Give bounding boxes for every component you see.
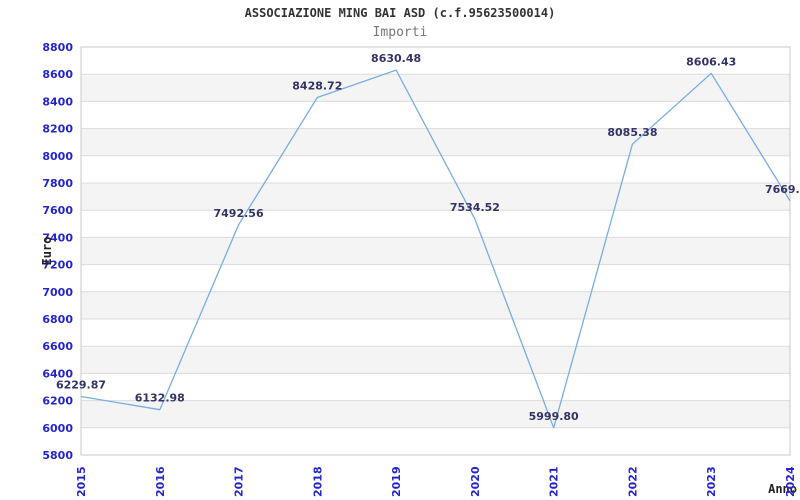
series-line — [80, 69, 791, 429]
y-tick-label: 7800 — [42, 177, 73, 190]
x-tick-label: 2020 — [469, 466, 482, 497]
chart-subtitle: Importi — [373, 25, 428, 40]
y-tick-label: 8000 — [42, 150, 73, 163]
data-label: 6229.87 — [56, 379, 106, 392]
y-tick-label: 7000 — [42, 286, 73, 299]
x-tick-label: 2024 — [784, 466, 797, 497]
data-label: 7534.52 — [450, 201, 500, 214]
x-tick-label: 2017 — [233, 466, 246, 497]
y-tick-label: 6200 — [42, 395, 73, 408]
y-tick-label: 6800 — [42, 313, 73, 326]
y-tick-label: 6000 — [42, 422, 73, 435]
x-tick-label: 2015 — [75, 466, 88, 497]
y-tick-label: 6400 — [42, 367, 73, 380]
y-tick-label: 7200 — [42, 259, 73, 272]
plot-band — [81, 128, 790, 156]
y-tick-label: 7600 — [42, 204, 73, 217]
y-tick-label: 8400 — [42, 95, 73, 108]
y-tick-label: 6600 — [42, 340, 73, 353]
plot-band — [81, 400, 790, 428]
data-label: 8606.43 — [686, 55, 736, 68]
plot-band — [81, 74, 790, 102]
x-tick-label: 2018 — [311, 466, 324, 497]
y-axis-title: Euro — [40, 237, 54, 266]
plot-band — [81, 183, 790, 211]
plot-area: 5800 6000 6200 6400 6600 6800 7000 7200 7400 7600… — [40, 41, 800, 497]
plot-border — [80, 46, 791, 456]
x-tick-label: 2023 — [705, 466, 718, 497]
x-tick-label: 2019 — [390, 466, 403, 497]
plot-band — [81, 291, 790, 319]
y-tick-label: 8600 — [42, 68, 73, 81]
x-axis-title: Anno — [768, 482, 797, 496]
plot-band — [81, 237, 790, 265]
y-tick-label: 7400 — [42, 231, 73, 244]
data-label: 8630.48 — [371, 52, 421, 65]
y-tick-label: 5800 — [42, 449, 73, 462]
data-label: 8085.38 — [607, 126, 657, 139]
y-tick-label: 8200 — [42, 123, 73, 136]
x-tick-label: 2021 — [548, 466, 561, 497]
plot-band — [81, 346, 790, 374]
y-tick-label: 8800 — [42, 41, 73, 54]
chart-title: ASSOCIAZIONE MING BAI ASD (c.f.956235000… — [245, 6, 556, 20]
x-tick-label: 2022 — [626, 466, 639, 497]
data-label: 7492.56 — [214, 207, 264, 220]
x-tick-label: 2016 — [154, 466, 167, 497]
data-label: 6132.98 — [135, 392, 185, 405]
data-label: 7669.00 — [765, 183, 800, 196]
data-label: 5999.80 — [529, 410, 579, 423]
data-label: 8428.72 — [292, 79, 342, 92]
